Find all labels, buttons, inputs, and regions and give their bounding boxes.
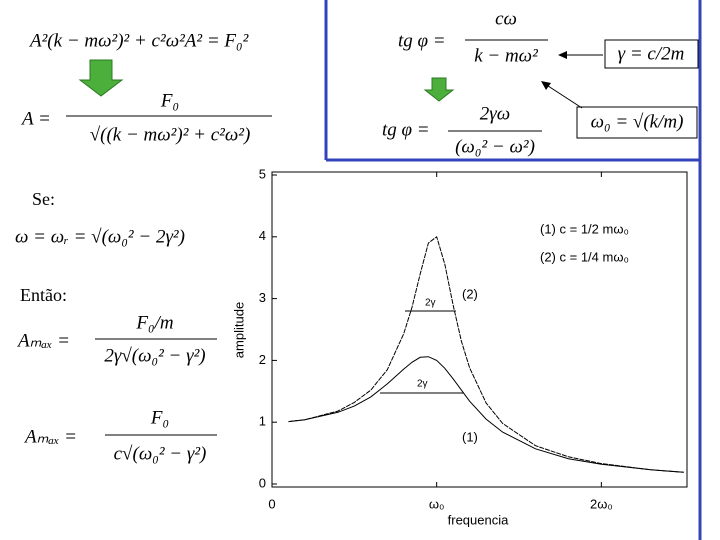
arrow: [544, 83, 583, 109]
line-series: [288, 235, 684, 473]
x-tick-label: ω₀: [429, 496, 445, 511]
green-arrow: [423, 77, 455, 102]
equation-num: F₀: [160, 90, 179, 111]
y-tick-label: 3: [259, 290, 266, 305]
equation-num: cω: [495, 8, 517, 29]
annotation: (2): [462, 286, 478, 301]
line-series: [288, 356, 684, 473]
legend-entry: (1) c = 1/2 mω₀: [540, 221, 629, 236]
equation-den: k − mω²: [474, 45, 538, 66]
x-tick-label: 2ω₀: [590, 496, 613, 511]
equation-den: 2γ√(ω₀² − γ²): [104, 345, 205, 366]
equation-lhs: tg φ =: [398, 30, 446, 51]
y-tick-label: 1: [259, 414, 266, 429]
x-tick-label: 0: [268, 496, 275, 511]
arrow-head: [558, 51, 567, 59]
equation-lhs: A =: [20, 108, 51, 129]
equation-den: (ω₀² − ω²): [455, 136, 535, 157]
equation-lhs: Aₘₐₓ =: [23, 426, 77, 447]
annotation: (1): [462, 429, 478, 444]
label: Se:: [32, 189, 55, 209]
arrow-head: [541, 81, 551, 90]
equation-lhs: tg φ =: [382, 119, 430, 140]
y-tick-label: 0: [259, 475, 266, 490]
y-axis-label: amplitude: [231, 302, 246, 358]
equation-den: c√(ω₀² − γ²): [114, 443, 207, 464]
equation-lhs: Aₘₐₓ =: [16, 330, 70, 351]
equation: A²(k − mω²)² + c²ω²A² = F₀²: [28, 30, 249, 51]
equation-num: F₀: [150, 407, 169, 428]
equation-num: 2γω: [480, 103, 510, 124]
plot-frame: [271, 171, 688, 488]
annotation: 2γ: [425, 298, 436, 309]
green-arrow: [78, 59, 124, 97]
legend-entry: (2) c = 1/4 mω₀: [540, 249, 629, 264]
box: [576, 106, 698, 139]
equation: ω₀ = √(k/m): [591, 111, 684, 132]
x-axis-label: frequencia: [448, 512, 509, 527]
equation-num: F₀/m: [135, 312, 173, 333]
equation: γ = c/2m: [618, 43, 685, 64]
annotation: 2γ: [417, 379, 428, 390]
y-tick-label: 2: [259, 352, 266, 367]
equation-den: √((k − mω²)² + c²ω²): [90, 124, 251, 145]
label: Então:: [20, 285, 67, 305]
box: [604, 39, 699, 69]
equation: ω = ωᵣ = √(ω₀² − 2γ²): [15, 226, 185, 247]
y-tick-label: 4: [259, 228, 266, 243]
y-tick-label: 5: [259, 166, 266, 181]
